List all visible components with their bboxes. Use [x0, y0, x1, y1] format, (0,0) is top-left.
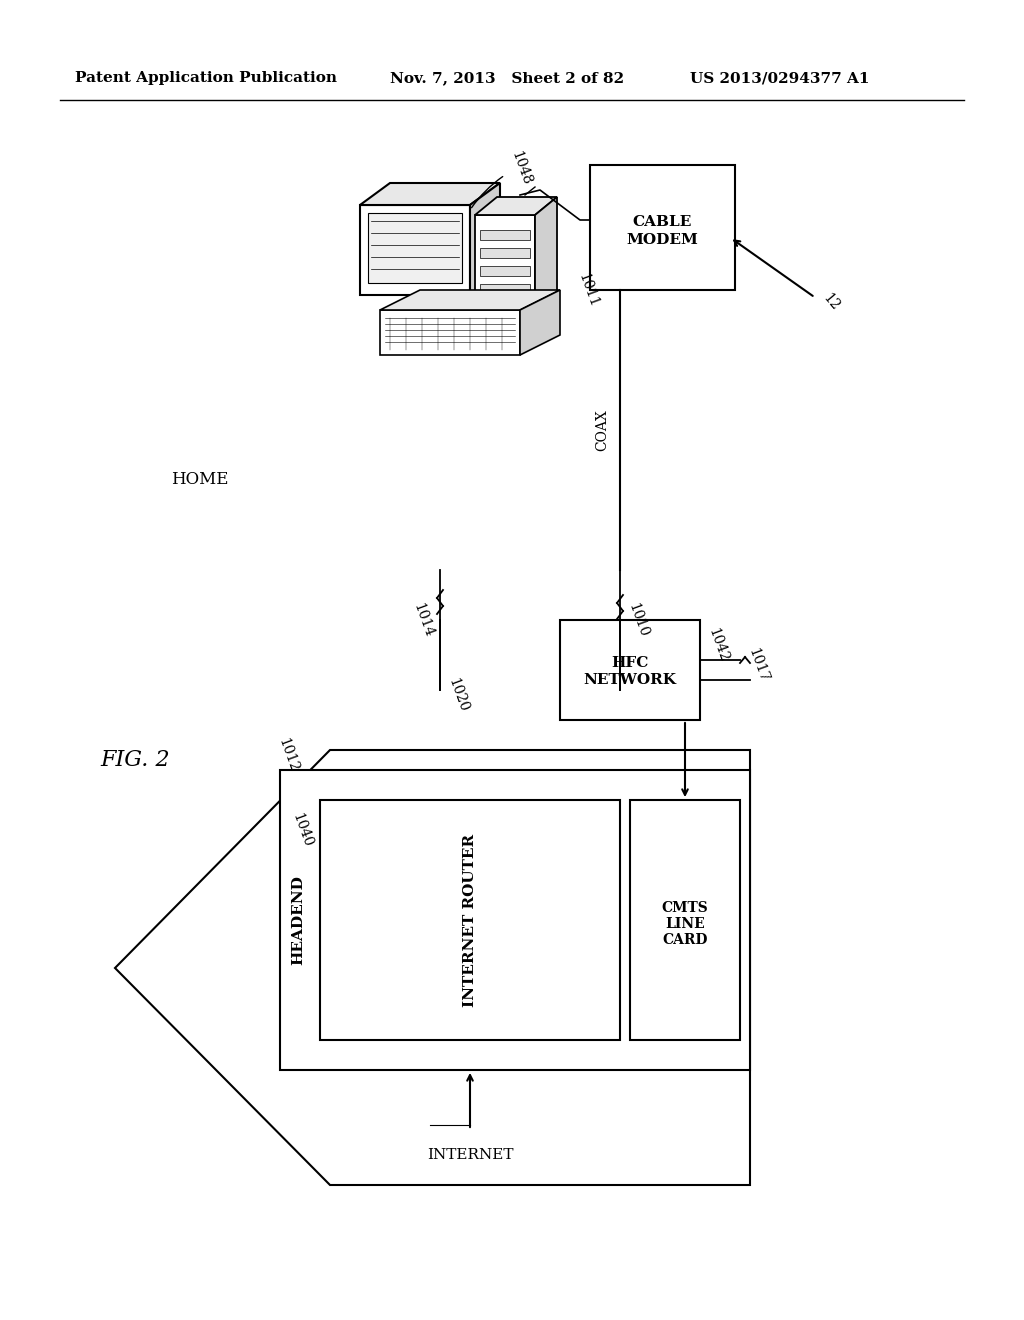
Text: 1040: 1040 — [290, 810, 315, 849]
Polygon shape — [380, 290, 560, 310]
Text: MODEM: MODEM — [627, 232, 698, 247]
Text: 1042: 1042 — [705, 626, 730, 664]
Text: INTERNET: INTERNET — [427, 1148, 513, 1162]
Text: 1048: 1048 — [508, 149, 534, 187]
Bar — [280, 770, 750, 1071]
Text: CABLE: CABLE — [633, 214, 692, 228]
Text: CARD: CARD — [663, 933, 708, 946]
Text: HOME: HOME — [171, 471, 228, 488]
Polygon shape — [475, 197, 557, 215]
Text: 1011: 1011 — [575, 271, 600, 309]
Text: CMTS: CMTS — [662, 902, 709, 915]
Text: 12: 12 — [820, 292, 842, 314]
Polygon shape — [380, 310, 520, 355]
Polygon shape — [480, 230, 530, 240]
Polygon shape — [475, 215, 535, 325]
Polygon shape — [535, 197, 557, 325]
Polygon shape — [480, 248, 530, 257]
Polygon shape — [360, 205, 470, 294]
Polygon shape — [360, 183, 500, 205]
Bar — [590, 165, 735, 290]
Bar — [630, 800, 740, 1040]
Text: HFC: HFC — [611, 656, 648, 671]
Polygon shape — [480, 267, 530, 276]
Polygon shape — [520, 290, 560, 355]
Polygon shape — [470, 183, 500, 294]
Text: US 2013/0294377 A1: US 2013/0294377 A1 — [690, 71, 869, 84]
Bar — [319, 800, 620, 1040]
Polygon shape — [368, 213, 462, 282]
Text: LINE: LINE — [666, 917, 705, 931]
Text: 1017: 1017 — [745, 645, 770, 684]
Text: NETWORK: NETWORK — [584, 673, 677, 686]
Text: 1010: 1010 — [625, 601, 650, 639]
Bar — [560, 620, 700, 719]
Text: HEADEND: HEADEND — [291, 875, 305, 965]
Polygon shape — [480, 284, 530, 294]
Text: FIG. 2: FIG. 2 — [100, 748, 170, 771]
Text: 1020: 1020 — [445, 676, 470, 714]
Text: Patent Application Publication: Patent Application Publication — [75, 71, 337, 84]
Text: INTERNET ROUTER: INTERNET ROUTER — [463, 833, 477, 1007]
Text: COAX: COAX — [595, 409, 609, 451]
Text: 1014: 1014 — [410, 601, 435, 639]
Text: 1012: 1012 — [275, 737, 300, 774]
Text: Nov. 7, 2013   Sheet 2 of 82: Nov. 7, 2013 Sheet 2 of 82 — [390, 71, 624, 84]
